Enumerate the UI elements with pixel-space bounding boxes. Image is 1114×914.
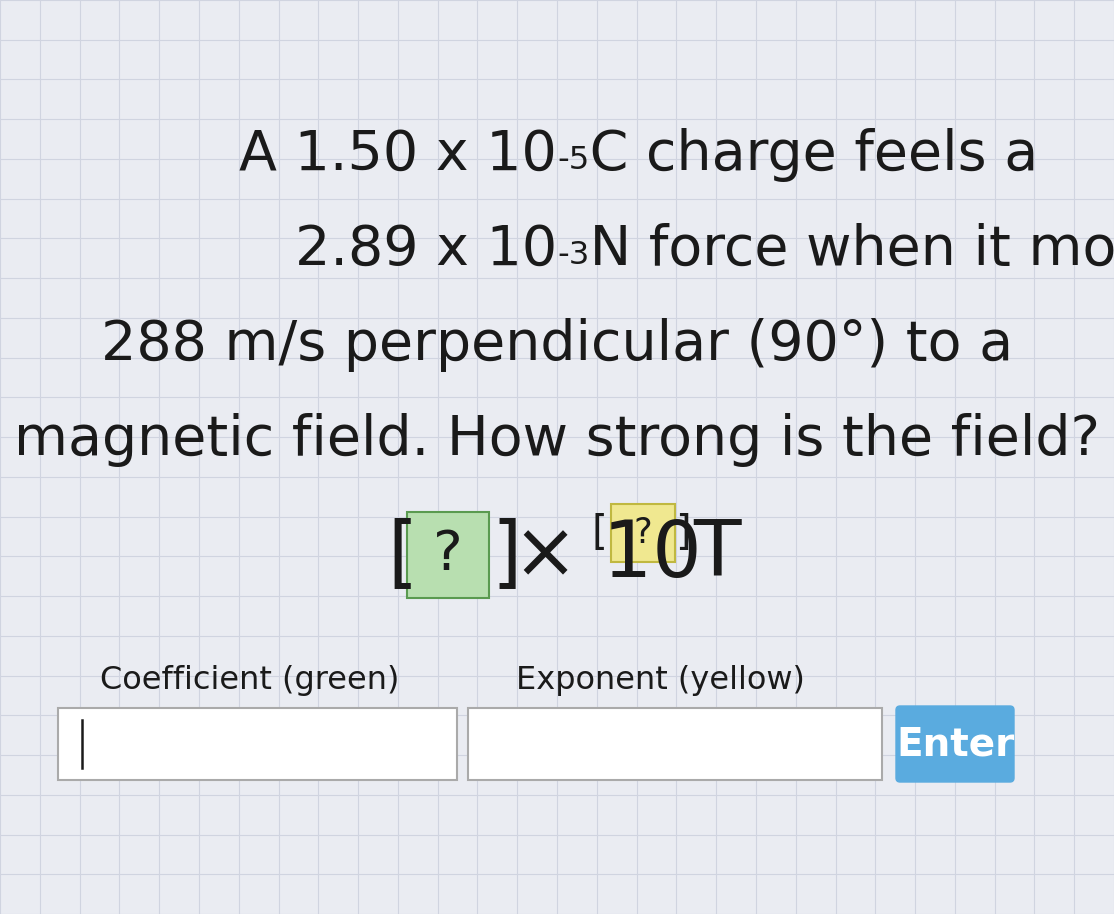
FancyBboxPatch shape xyxy=(407,512,489,598)
FancyBboxPatch shape xyxy=(610,504,675,562)
Text: C charge feels a: C charge feels a xyxy=(573,128,1038,182)
FancyBboxPatch shape xyxy=(468,708,882,780)
Text: 2.89 x 10: 2.89 x 10 xyxy=(295,223,557,277)
Text: ?: ? xyxy=(433,528,463,582)
Text: magnetic field. How strong is the field?: magnetic field. How strong is the field? xyxy=(14,413,1100,467)
Text: × 10: × 10 xyxy=(514,517,702,593)
Text: Exponent (yellow): Exponent (yellow) xyxy=(516,664,804,696)
Text: A 1.50 x 10: A 1.50 x 10 xyxy=(240,128,557,182)
Text: Coefficient (green): Coefficient (green) xyxy=(100,664,400,696)
Text: Enter: Enter xyxy=(896,725,1014,763)
Text: ?: ? xyxy=(634,516,653,550)
Text: ]: ] xyxy=(675,513,691,553)
Text: -5: -5 xyxy=(557,145,589,176)
Text: 288 m/s perpendicular (90°) to a: 288 m/s perpendicular (90°) to a xyxy=(101,318,1013,372)
FancyBboxPatch shape xyxy=(896,706,1014,782)
Text: [: [ xyxy=(387,517,418,593)
FancyBboxPatch shape xyxy=(58,708,457,780)
Text: N force when it moves: N force when it moves xyxy=(573,223,1114,277)
Text: ]: ] xyxy=(491,517,521,593)
Text: T: T xyxy=(693,517,741,593)
Text: -3: -3 xyxy=(557,240,589,271)
Text: [: [ xyxy=(592,513,607,553)
